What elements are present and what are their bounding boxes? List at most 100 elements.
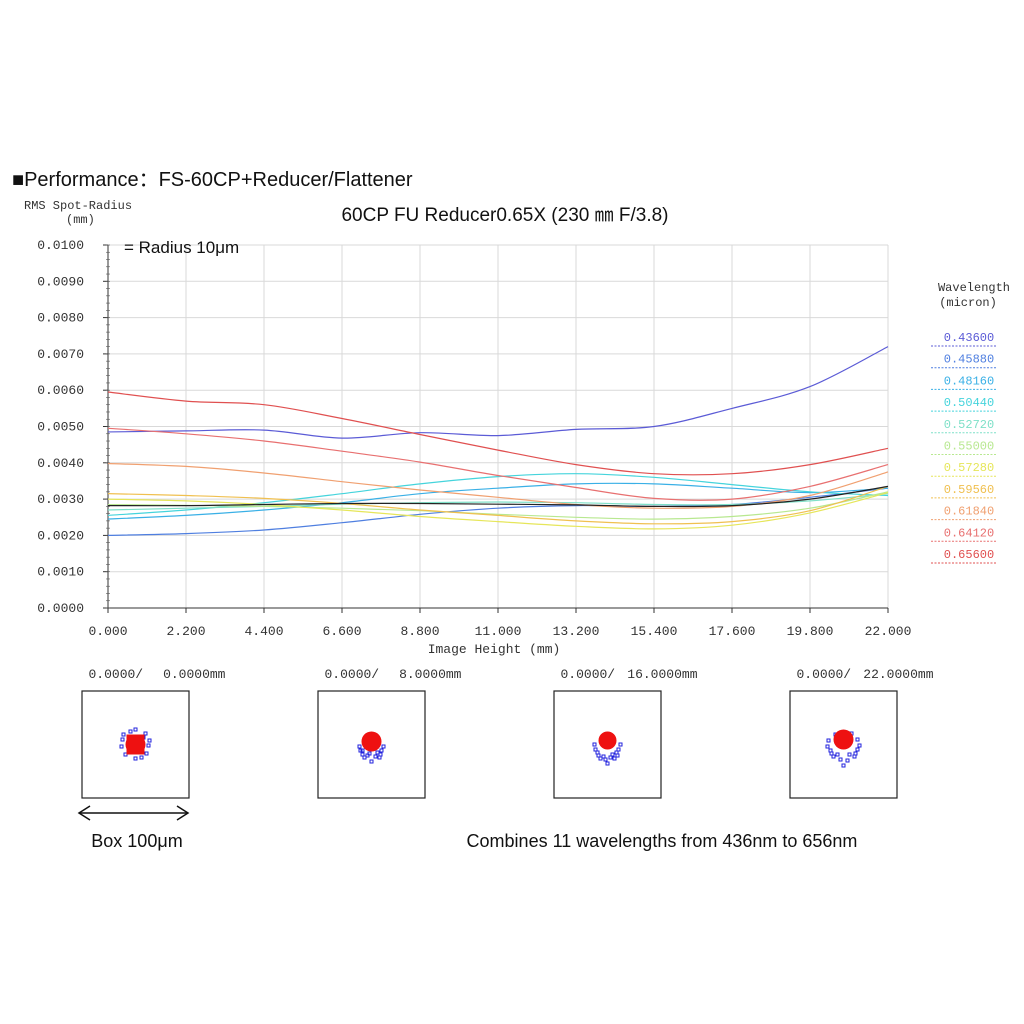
y-tick-label: 0.0090 [37,274,84,289]
heading-bullet: ■ [12,169,25,191]
spot-diagrams: 0.0000/0.0000mm 0.0000/8.0000mm 0.0000/16.… [81,667,934,799]
series-line-0.43600 [107,346,889,439]
spot-label-left: 0.0000/ [89,667,144,682]
spot-blue-point [618,742,623,747]
x-tick-label: 11.000 [475,624,522,639]
y-axis-label-line1: RMS Spot-Radius [24,199,132,213]
series-line-0.64120 [107,427,889,501]
chart-title: 60CP FU Reducer0.65X (230 ㎜ F/3.8) [341,205,668,226]
x-tick-label: 22.000 [865,624,912,639]
spot-blue-point [825,744,830,749]
y-tick-label: 0.0010 [37,565,84,580]
legend-entry-0.55000: 0.55000 [944,440,994,454]
x-tick-label: 13.200 [553,624,600,639]
y-tick-label: 0.0000 [37,601,84,616]
x-ticks: 0.000 2.200 4.400 6.600 8.800 11.000 13.200 15.… [88,608,911,639]
spot-blue-point [841,763,846,768]
spot-blue-point [357,744,362,749]
y-tick-label: 0.0080 [37,311,84,326]
series-line-0.59560 [107,485,889,525]
spot-blue-point [612,756,617,761]
spot-blue-point [146,743,151,748]
x-tick-label: 6.600 [322,624,361,639]
spot-blue-point [592,742,597,747]
spot-blue-point [381,744,386,749]
y-axis-label-line2: (mm) [66,213,95,227]
legend: Wavelength (micron) 0.43600 0.45880 0.4816… [931,281,1010,564]
legend-entry-0.45880: 0.45880 [944,353,994,367]
legend-entry-0.43600: 0.43600 [944,331,994,345]
spot-blue-point [855,737,860,742]
x-tick-label: 19.800 [787,624,834,639]
spot-blue-point [133,756,138,761]
y-tick-label: 0.0070 [37,347,84,362]
spot-blue-point [847,752,852,757]
spot-blue-point [373,754,378,759]
x-axis-label: Image Height (mm) [428,642,561,657]
spot-blue-point [367,751,372,756]
page-heading: ■Performance：FS-60CP+Reducer/Flattener [12,163,413,192]
spot-label-left: 0.0000/ [325,667,380,682]
spot-label-right: 16.0000mm [627,667,697,682]
spot-blue-point [835,752,840,757]
y-tick-label: 0.0020 [37,528,84,543]
spot-blue-point [853,751,858,756]
y-tick-label: 0.0100 [37,238,84,253]
heading-text: Performance：FS-60CP+Reducer/Flattener [24,169,413,191]
spot-blue-point [121,732,126,737]
series-line-0.57280 [107,492,889,530]
spot-red-centroid [125,734,146,755]
x-tick-label: 0.000 [88,624,127,639]
spot-blue-point [375,750,380,755]
spot-blue-point [614,750,619,755]
series-line-0.45880 [107,487,889,536]
spot-blue-point [845,758,850,763]
spot-diagram-2: 0.0000/8.0000mm [317,667,462,799]
series-line-0.55000 [107,491,889,520]
annotation-radius: = Radius 10μm [124,238,239,257]
spot-red-centroid [361,731,382,752]
spot-blue-point [143,731,148,736]
x-tick-label: 2.200 [166,624,205,639]
legend-entry-0.61840: 0.61840 [944,505,994,519]
spot-label-left: 0.0000/ [797,667,852,682]
series-line-black [107,485,889,508]
spot-blue-point [147,738,152,743]
series-line-0.48160 [107,482,889,520]
spot-diagram-1: 0.0000/0.0000mm [81,667,226,799]
spot-blue-point [857,743,862,748]
spot-red-centroid [598,731,617,750]
spot-label-right: 0.0000mm [163,667,226,682]
series-line-0.65600 [107,391,889,476]
legend-entry-0.65600: 0.65600 [944,548,994,562]
spot-label-right: 8.0000mm [399,667,462,682]
spot-blue-point [595,750,600,755]
footer-note: Combines 11 wavelengths from 436nm to 65… [467,831,858,851]
spot-blue-point [610,752,615,757]
spot-blue-point [128,729,133,734]
spot-blue-point [133,727,138,732]
spot-blue-point [838,757,843,762]
spot-label-right: 22.0000mm [863,667,933,682]
legend-entry-0.64120: 0.64120 [944,526,994,540]
x-tick-label: 4.400 [244,624,283,639]
spot-blue-point [120,737,125,742]
box-dimension-arrow [77,805,190,821]
y-ticks: 0.0000 0.0010 0.0020 0.0030 0.0040 0.0050 0.00… [37,238,110,616]
y-tick-label: 0.0050 [37,420,84,435]
spot-label-left: 0.0000/ [561,667,616,682]
spot-blue-point [605,761,610,766]
x-tick-label: 15.400 [631,624,678,639]
spot-blue-point [829,751,834,756]
spot-blue-point [119,744,124,749]
x-tick-label: 8.800 [400,624,439,639]
grid [108,244,889,608]
spot-diagram-3: 0.0000/16.0000mm [553,667,698,799]
spot-blue-point [360,748,365,753]
spot-diagram-4: 0.0000/22.0000mm [789,667,934,799]
spot-blue-point [362,755,367,760]
y-tick-label: 0.0030 [37,492,84,507]
spot-blue-point [139,755,144,760]
